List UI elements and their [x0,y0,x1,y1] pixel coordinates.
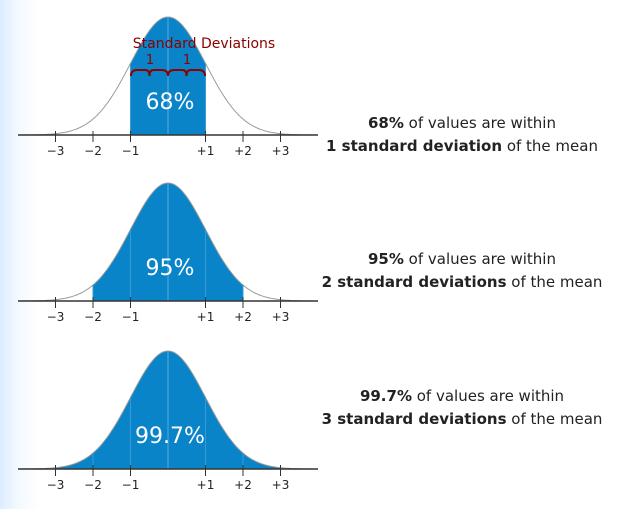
percent-label-68: 68% [146,90,195,115]
caption-95-text1: of values are within [403,250,556,268]
tick-label-99-4: +2 [234,478,252,492]
tick-label-68-3: +1 [197,144,215,158]
percent-label-99: 99.7% [135,424,205,449]
bracket-title: Standard Deviations [133,36,275,52]
caption-68: 68% of values are within 1 standard devi… [312,112,612,158]
tick-label-99-0: −3 [47,478,65,492]
caption-99-text2: of the mean [506,410,603,428]
tick-label-99-2: −1 [122,478,140,492]
tick-label-99-1: −2 [84,478,102,492]
caption-68-text2: of the mean [502,137,598,155]
tick-label-99-5: +3 [272,478,290,492]
caption-95-percent: 95% [368,250,404,268]
caption-95-text2: of the mean [506,273,603,291]
caption-68-range: 1 standard deviation [326,137,503,155]
caption-68-percent: 68% [368,114,404,132]
tick-label-95-5: +3 [272,310,290,324]
caption-99: 99.7% of values are within 3 standard de… [312,385,612,431]
tick-label-68-2: −1 [122,144,140,158]
tick-label-95-4: +2 [234,310,252,324]
caption-99-range: 3 standard deviations [321,410,507,428]
caption-95-range: 2 standard deviations [321,273,507,291]
caption-99-text1: of values are within [411,387,565,405]
tick-label-68-0: −3 [47,144,65,158]
tick-label-99-3: +1 [197,478,215,492]
bracket-right [167,69,206,77]
caption-95: 95% of values are within 2 standard devi… [312,248,612,294]
tick-label-68-4: +2 [234,144,252,158]
tick-label-95-1: −2 [84,310,102,324]
tick-label-68-1: −2 [84,144,102,158]
tick-label-95-0: −3 [47,310,65,324]
bracket-right-label: 1 [183,53,191,68]
tick-label-95-2: −1 [122,310,140,324]
caption-99-percent: 99.7% [359,387,412,405]
bracket-left [130,69,169,77]
bracket-left-label: 1 [146,53,154,68]
percent-label-95: 95% [146,256,195,281]
caption-68-text1: of values are within [403,114,556,132]
tick-label-95-3: +1 [197,310,215,324]
tick-label-68-5: +3 [272,144,290,158]
